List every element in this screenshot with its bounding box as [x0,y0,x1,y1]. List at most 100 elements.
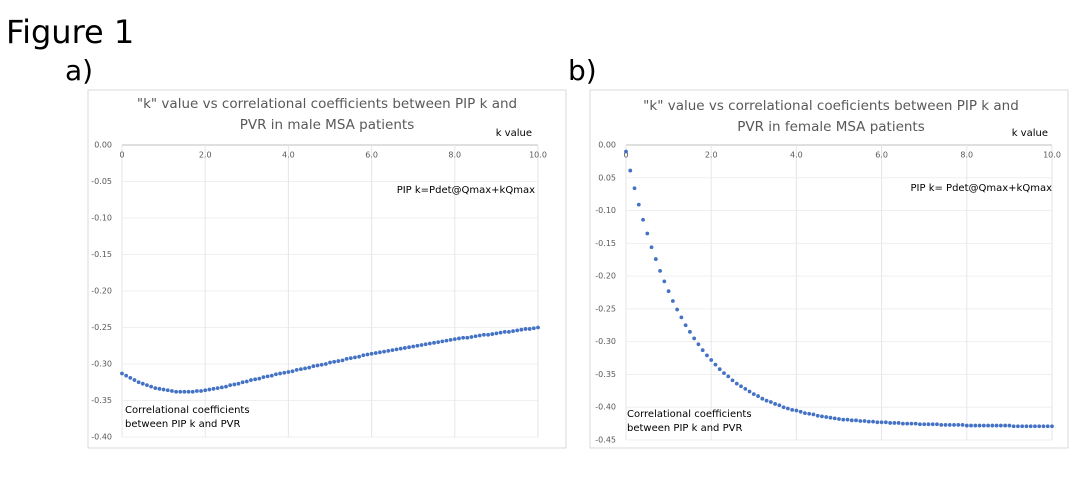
data-point [340,358,345,363]
data-point [298,367,303,372]
data-point [854,418,858,423]
data-point [448,338,453,342]
data-point [494,331,499,336]
data-point [624,149,628,154]
data-point [717,367,722,372]
data-point [649,245,654,250]
data-point [1045,424,1050,429]
data-point [427,341,432,346]
data-point [465,335,470,340]
data-point [527,327,532,331]
data-point [645,231,650,236]
data-point [236,381,241,386]
data-point [274,372,278,377]
data-point [956,423,961,427]
data-point [224,384,228,389]
data-point [469,335,474,339]
panel-label: a) [65,54,93,87]
data-point [432,340,436,345]
x-tick-label: 8.0 [960,151,973,160]
data-point [662,279,667,284]
y-tick-label: -0.35 [595,370,616,379]
data-point [939,423,944,427]
x-tick-label: 8.0 [448,151,461,160]
data-point [666,289,671,294]
data-point [1003,423,1008,428]
data-point [803,411,807,416]
data-point [1037,424,1042,429]
data-point [960,423,965,427]
data-point [726,374,731,379]
data-point [760,396,765,401]
data-point [777,403,782,408]
x-axis-title: k value [1012,128,1048,139]
data-point [382,349,386,354]
y-axis-title: between PIP k and PVR [125,419,240,430]
data-point [165,388,170,393]
data-point [653,257,658,261]
annotation: PIP k= Pdet@Qmax+kQmax [911,183,1053,194]
x-tick-label: 6.0 [365,151,378,160]
y-tick-label: -0.20 [91,287,112,296]
x-tick-label: 10.0 [1043,151,1061,160]
data-point [311,364,316,369]
data-point [394,347,399,352]
data-point [290,369,295,374]
data-point [357,354,362,359]
data-point [190,389,195,394]
data-point [739,384,743,389]
data-point [407,345,411,350]
data-point [888,421,893,425]
chart-title: PVR in male MSA patients [240,117,415,133]
data-point [140,381,145,386]
y-tick-label: -0.30 [595,337,616,346]
data-point [515,328,520,333]
chart-title: "k" value vs correlational coefficients … [137,96,517,112]
data-point [411,344,416,349]
x-tick-label: 2.0 [199,151,212,160]
annotation: PIP k=Pdet@Qmax+kQmax [397,185,535,196]
data-point [879,420,884,425]
data-point [841,417,846,422]
data-point [832,416,837,421]
data-point [215,386,220,390]
data-point [756,394,760,398]
data-point [768,400,773,404]
data-point [457,336,461,341]
x-tick-label: 4.0 [282,151,295,160]
data-point [398,346,403,351]
data-point [452,337,457,342]
data-point [361,353,366,358]
data-point [892,421,897,425]
data-point [402,346,407,350]
data-point [261,375,266,380]
y-tick-label: -0.35 [91,396,112,405]
y-axis-title: Correlational coefficients [125,405,250,416]
data-point [722,371,726,376]
x-tick-label: 0 [623,151,628,160]
data-point [743,386,748,391]
data-point [947,423,952,427]
data-point [730,378,735,383]
data-point [423,342,428,347]
data-point [182,389,187,394]
y-tick-label: 0.05 [598,173,616,182]
data-point [323,362,328,366]
data-point [523,327,528,331]
data-point [862,419,867,423]
x-tick-label: 10.0 [529,151,547,160]
data-point [473,334,478,339]
data-point [1020,424,1025,429]
data-point [751,392,756,397]
panel-label: b) [568,54,597,87]
x-axis-title: k value [496,128,532,139]
data-point [390,348,395,353]
data-point [986,423,990,428]
data-point [332,359,337,364]
data-point [157,386,162,391]
data-point [186,389,191,394]
data-point [811,412,816,417]
data-point [328,360,332,365]
chart-title: "k" value vs correlational coeficients b… [643,98,1019,114]
data-point [705,353,709,358]
